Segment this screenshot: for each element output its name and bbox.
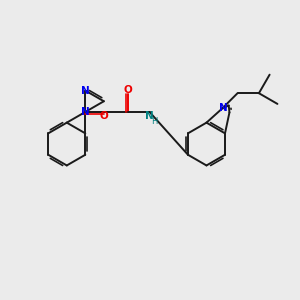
Text: H: H bbox=[152, 117, 158, 126]
Text: N: N bbox=[81, 85, 90, 96]
Text: O: O bbox=[99, 110, 108, 121]
Text: N: N bbox=[146, 111, 154, 122]
Text: N: N bbox=[220, 103, 228, 113]
Text: O: O bbox=[124, 85, 133, 95]
Text: N: N bbox=[81, 107, 90, 117]
